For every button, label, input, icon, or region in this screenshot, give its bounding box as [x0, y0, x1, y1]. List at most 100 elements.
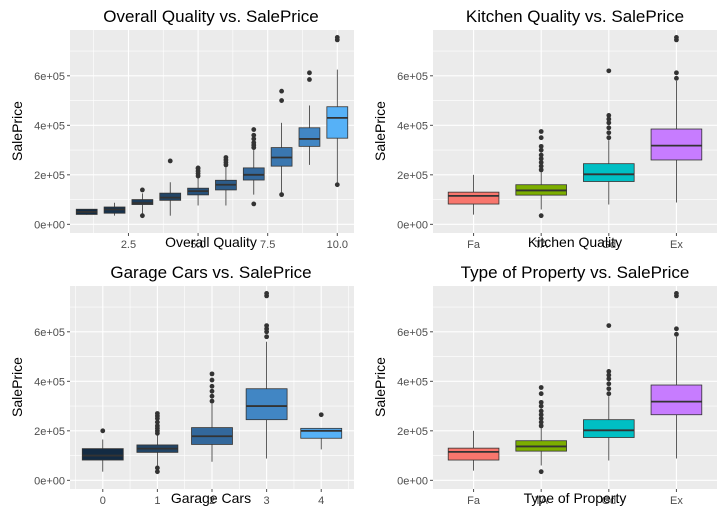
chart-panel-3: 0e+00 2e+05 4e+05 6e+05 0 1 2 3 4 Garage Cars vs.…: [9, 263, 354, 507]
x-tick-label: Ex: [670, 495, 683, 507]
outlier-point: [674, 35, 679, 40]
panel-title: Garage Cars vs. SalePrice: [110, 263, 311, 282]
box-body: [298, 127, 321, 147]
outlier-point: [307, 70, 312, 76]
box-body: [300, 427, 343, 439]
x-tick-label: Ex: [670, 239, 683, 251]
box-3: [583, 68, 635, 205]
box-8: [270, 88, 293, 198]
box-1: [447, 430, 500, 471]
chart-panel-4: 0e+00 2e+05 4e+05 6e+05 Fa TA Gd Ex Type of Prop…: [372, 263, 717, 507]
outlier-point: [307, 77, 312, 82]
x-tick-label: 5.0: [190, 239, 205, 251]
outlier-point: [606, 386, 612, 392]
outlier-point: [139, 187, 145, 193]
outlier-point: [674, 70, 679, 76]
outlier-point: [209, 388, 215, 394]
box-5: [187, 165, 209, 206]
box-7: [242, 127, 265, 207]
outlier-point: [100, 428, 106, 434]
outlier-point: [538, 399, 544, 405]
x-tick-label: 1: [154, 495, 160, 507]
box-body: [326, 106, 349, 139]
box-body: [650, 384, 703, 416]
outlier-point: [279, 192, 285, 198]
y-tick-label: 2e+05: [397, 426, 428, 438]
x-axis-label: Overall Quality: [165, 234, 257, 250]
outlier-point: [538, 152, 544, 158]
outlier-point: [154, 423, 160, 429]
box-body: [245, 388, 288, 421]
x-tick-label: Gd: [601, 239, 616, 251]
box-body: [650, 128, 703, 161]
x-tick-label: 3: [264, 495, 270, 507]
x-tick-label: TA: [535, 239, 549, 251]
outlier-point: [538, 469, 544, 475]
y-tick-label: 4e+05: [34, 376, 65, 388]
outlier-point: [606, 369, 612, 374]
y-axis-label: SalePrice: [9, 101, 25, 161]
box-body: [583, 419, 635, 438]
box-5: [300, 412, 343, 450]
y-tick-label: 6e+05: [397, 71, 428, 83]
box-body: [447, 447, 500, 461]
outlier-point: [538, 143, 544, 149]
outlier-point: [606, 135, 612, 141]
outlier-point: [538, 135, 544, 141]
outlier-point: [195, 165, 201, 171]
outlier-point: [209, 398, 215, 404]
outlier-point: [154, 411, 160, 416]
outlier-point: [209, 371, 215, 377]
outlier-point: [606, 323, 612, 329]
box-body: [131, 199, 154, 205]
box-3: [191, 371, 233, 462]
outlier-point: [334, 35, 340, 40]
outlier-point: [251, 127, 257, 132]
outlier-point: [674, 291, 679, 296]
x-tick-label: Fa: [467, 495, 481, 507]
y-tick-label: 6e+05: [397, 327, 428, 339]
outlier-point: [538, 423, 544, 429]
outlier-point: [209, 393, 215, 399]
outlier-point: [674, 331, 679, 337]
y-tick-label: 0e+00: [397, 475, 428, 487]
outlier-point: [251, 136, 257, 142]
outlier-point: [279, 98, 285, 103]
outlier-point: [209, 383, 215, 389]
y-tick-label: 4e+05: [397, 120, 428, 132]
box-6: [215, 155, 237, 206]
y-tick-label: 6e+05: [34, 327, 65, 339]
outlier-point: [674, 75, 679, 81]
box-2: [136, 411, 179, 475]
outlier-point: [538, 160, 544, 165]
outlier-point: [606, 120, 612, 126]
outlier-point: [538, 385, 544, 390]
outlier-point: [606, 125, 612, 131]
outlier-point: [538, 408, 544, 414]
outlier-point: [318, 412, 324, 418]
box-4: [245, 291, 288, 459]
outlier-point: [538, 163, 544, 169]
x-tick-label: 7.5: [260, 239, 275, 251]
y-tick-label: 2e+05: [34, 170, 65, 182]
outlier-point: [606, 113, 612, 118]
outlier-point: [538, 391, 544, 397]
y-axis-label: SalePrice: [372, 357, 388, 417]
box-3: [583, 323, 635, 461]
x-tick-label: 2.5: [121, 239, 136, 251]
box-9: [298, 70, 321, 165]
outlier-point: [538, 147, 544, 153]
box-4: [159, 158, 182, 216]
outlier-point: [606, 68, 612, 74]
x-tick-label: Gd: [601, 495, 616, 507]
outlier-point: [674, 326, 679, 332]
outlier-point: [264, 334, 270, 340]
box-2: [515, 385, 567, 475]
outlier-point: [154, 469, 160, 475]
outlier-point: [251, 140, 257, 146]
x-tick-label: Fa: [467, 239, 481, 251]
y-tick-label: 4e+05: [34, 120, 65, 132]
panel-title: Overall Quality vs. SalePrice: [103, 7, 318, 26]
chart-panel-1: 0e+00 2e+05 4e+05 6e+05 2.5 5.0 7.5 10.0 Overall…: [9, 7, 354, 251]
